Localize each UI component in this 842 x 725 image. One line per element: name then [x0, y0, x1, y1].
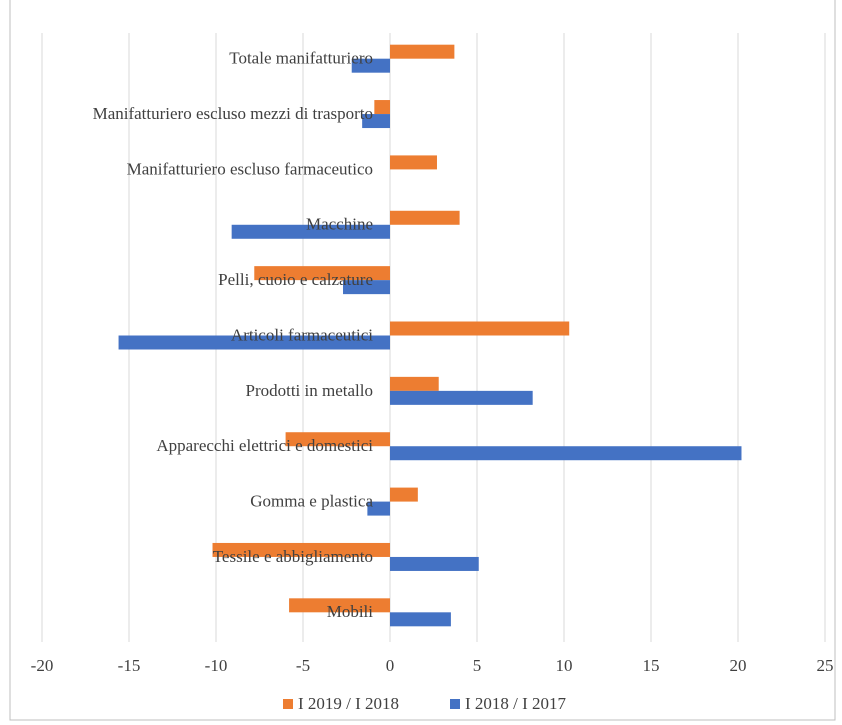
legend-label: I 2018 / I 2017 [465, 694, 567, 713]
bar [390, 487, 418, 502]
y-tick-label: Articoli farmaceutici [231, 325, 373, 344]
bar [390, 376, 439, 391]
bar [254, 266, 390, 281]
x-tick-label: 5 [473, 656, 482, 675]
x-tick-label: -15 [118, 656, 141, 675]
y-tick-label: Totale manifatturiero [229, 49, 373, 68]
x-tick-label: 20 [730, 656, 747, 675]
bar [362, 114, 390, 129]
chart-frame [9, 0, 836, 721]
bar [367, 501, 390, 516]
y-tick-label: Pelli, cuoio e calzature [218, 270, 373, 289]
y-tick-label: Prodotti in metallo [246, 381, 374, 400]
bar [390, 321, 570, 336]
legend-swatch [283, 699, 293, 709]
x-tick-label: 10 [556, 656, 573, 675]
bar [285, 432, 390, 447]
x-tick-label: -20 [31, 656, 54, 675]
x-tick-label: -5 [296, 656, 310, 675]
bar [390, 155, 437, 170]
x-tick-label: 0 [386, 656, 395, 675]
y-tick-label: Mobili [327, 602, 374, 621]
legend-label: I 2019 / I 2018 [298, 694, 399, 713]
bar [390, 44, 455, 59]
legend-swatch [450, 699, 460, 709]
bar [343, 280, 390, 295]
y-tick-label: Manifatturiero escluso mezzi di trasport… [93, 104, 373, 123]
bar [351, 58, 390, 73]
bar [231, 224, 390, 239]
x-tick-label: -10 [205, 656, 228, 675]
bar [289, 598, 390, 613]
x-tick-label: 25 [817, 656, 834, 675]
x-tick-label: 15 [643, 656, 660, 675]
bar [390, 390, 533, 405]
y-tick-label: Manifatturiero escluso farmaceutico [127, 159, 373, 178]
y-tick-label: Gomma e plastica [250, 491, 373, 510]
bar [212, 542, 390, 557]
y-tick-label: Tessile e abbigliamento [213, 547, 373, 566]
y-tick-label: Apparecchi elettrici e domestici [156, 436, 373, 455]
bar [118, 335, 390, 350]
bar [374, 100, 390, 115]
bar [390, 556, 479, 571]
bar [390, 210, 460, 225]
y-tick-label: Macchine [306, 215, 373, 234]
bar [390, 612, 451, 627]
bar [390, 446, 742, 461]
